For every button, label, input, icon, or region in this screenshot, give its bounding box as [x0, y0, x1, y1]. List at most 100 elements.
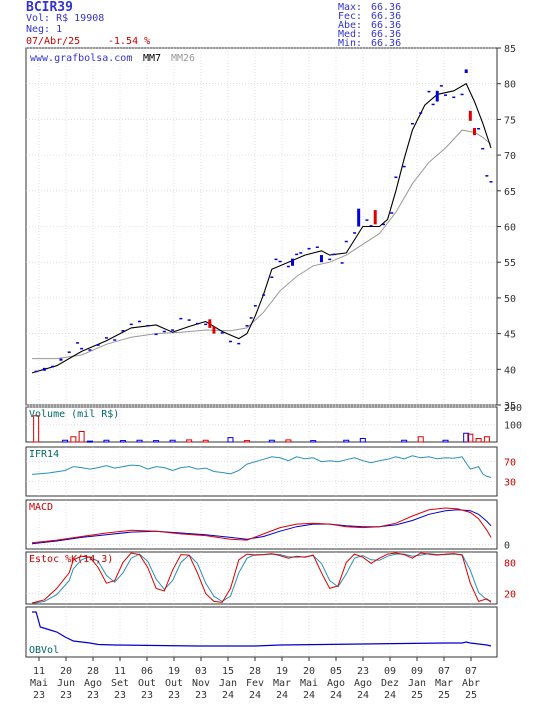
volume-bar — [103, 439, 110, 443]
price-candle — [67, 351, 71, 353]
x-tick-day: 19 — [276, 666, 288, 677]
ticker-title: BCIR39 — [26, 0, 73, 15]
price-ytick-label: 85 — [504, 44, 516, 55]
price-candle — [75, 342, 79, 344]
stoch-panel-frame — [25, 551, 498, 605]
price-candle — [477, 127, 481, 130]
x-tick-month: Mai — [300, 678, 318, 689]
legend-mm26: MM26 — [171, 53, 195, 64]
x-tick-month: Mar — [435, 678, 453, 689]
x-tick-day: 23 — [357, 666, 369, 677]
price-candle — [113, 339, 117, 341]
x-tick-month: Ago — [327, 678, 345, 689]
price-candle — [307, 247, 311, 250]
price-panel-frame — [25, 47, 498, 406]
x-tick-day: 05 — [330, 666, 342, 677]
stat-max-label: Max: — [338, 2, 363, 13]
volume-bar — [227, 437, 234, 443]
price-candle — [435, 90, 439, 102]
price-candle — [154, 333, 158, 336]
x-tick-day: 06 — [141, 666, 153, 677]
obv-panel-frame — [25, 606, 498, 658]
price-ytick-label: 60 — [504, 223, 516, 234]
price-candle — [340, 262, 344, 264]
x-tick-year: 23 — [195, 690, 207, 701]
price-candle — [34, 370, 38, 373]
x-tick-year: 24 — [384, 690, 396, 701]
volume-bar — [186, 439, 193, 443]
stat-fec-value: 66.36 — [371, 11, 402, 22]
price-candle — [319, 255, 323, 263]
price-ytick-label: 55 — [504, 258, 516, 269]
price-candle — [204, 323, 208, 326]
volume-bar — [62, 439, 69, 443]
x-tick-day: 20 — [60, 666, 72, 677]
x-tick-year: 25 — [465, 690, 477, 701]
price-candle — [332, 253, 336, 256]
price-candle — [208, 319, 212, 328]
stat-abe-value: 66.36 — [371, 20, 402, 31]
price-candle — [274, 258, 278, 261]
price-ytick-label: 50 — [504, 294, 516, 305]
price-candle — [262, 294, 266, 296]
volume-bar — [463, 432, 470, 443]
volume-ytick-label: 100 — [504, 421, 522, 432]
price-candle — [460, 93, 464, 96]
x-tick-year: 24 — [330, 690, 342, 701]
price-candle — [42, 367, 46, 371]
mm7-line — [31, 82, 492, 374]
macd-title: MACD — [29, 502, 53, 513]
price-candle — [228, 340, 232, 343]
price-candle — [402, 165, 406, 168]
volume-bar — [119, 440, 126, 443]
x-tick-day: 28 — [249, 666, 261, 677]
date-label: 07/Abr/25 — [26, 36, 81, 47]
volume-bar — [78, 431, 85, 443]
price-candle — [286, 265, 290, 268]
x-tick-day: 15 — [222, 666, 234, 677]
x-tick-day: 11 — [33, 666, 45, 677]
price-candle — [295, 253, 299, 256]
volume-bar — [401, 439, 408, 443]
price-candle — [88, 349, 92, 351]
volume-label: Vol: R$ 19908 — [26, 13, 105, 24]
price-candle — [162, 330, 166, 333]
x-tick-month: Out — [138, 678, 156, 689]
change-label: -1.54 % — [108, 36, 151, 47]
volume-bar — [442, 439, 449, 443]
stoch-ytick-label: 20 — [504, 590, 516, 601]
price-candle — [51, 365, 55, 368]
x-tick-month: Set — [111, 678, 129, 689]
price-candle — [381, 223, 385, 226]
price-candle — [220, 332, 224, 334]
ifr-line — [31, 455, 492, 478]
price-candle — [179, 317, 183, 320]
macd-panel-frame — [25, 499, 498, 550]
price-candle — [357, 208, 361, 227]
x-tick-year: 25 — [438, 690, 450, 701]
volume-bar — [70, 436, 77, 443]
stat-min-label: Min: — [338, 38, 363, 49]
volume-bar — [467, 433, 474, 443]
price-candle — [80, 347, 84, 350]
price-candle — [464, 69, 468, 73]
stoch-title: Estoc %K(14,3) — [29, 554, 113, 565]
volume-bar — [244, 440, 251, 443]
mm26-line — [32, 129, 492, 360]
x-tick-day: 20 — [303, 666, 315, 677]
price-candle — [472, 127, 476, 136]
ifr-ytick-label: 70 — [504, 458, 516, 469]
macd-signal-line — [31, 509, 492, 545]
price-candle — [212, 326, 216, 334]
price-candle — [121, 330, 125, 332]
obv-title: OBVol — [29, 645, 59, 656]
x-tick-year: 24 — [222, 690, 234, 701]
stat-med-value: 66.36 — [371, 29, 402, 40]
x-tick-year: 24 — [249, 690, 261, 701]
price-candle — [138, 320, 142, 323]
x-tick-year: 24 — [276, 690, 288, 701]
price-candle — [195, 322, 199, 325]
x-tick-year: 23 — [87, 690, 99, 701]
price-ytick-label: 35 — [504, 401, 516, 412]
price-ytick-label: 80 — [504, 80, 516, 91]
